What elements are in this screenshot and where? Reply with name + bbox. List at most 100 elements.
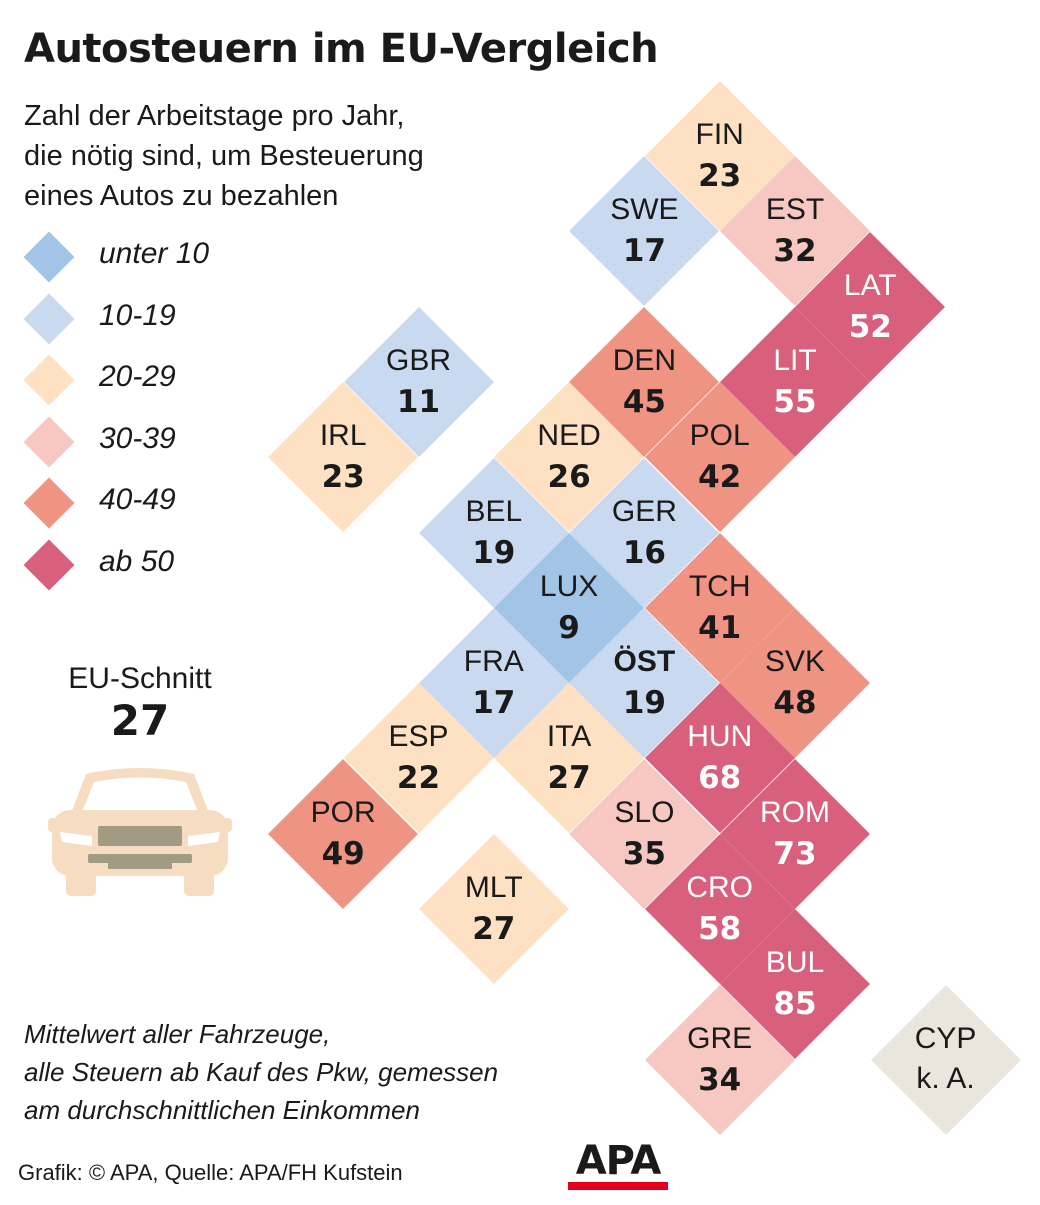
- country-code: POR: [310, 795, 376, 829]
- legend-swatch: [23, 539, 75, 590]
- country-den: DEN 45: [569, 306, 720, 457]
- country-code: ROM: [760, 795, 830, 829]
- legend-label: 10-19: [99, 298, 176, 332]
- country-value: 58: [698, 911, 742, 947]
- country-code: HUN: [687, 720, 753, 754]
- country-gre: GRE 34: [644, 984, 795, 1135]
- country-code: FRA: [463, 645, 524, 679]
- country-value: 73: [773, 835, 817, 872]
- country-irl: IRL 23: [268, 382, 419, 533]
- country-value: 9: [558, 609, 580, 646]
- country-value: k. A.: [916, 1061, 975, 1095]
- country-value: 27: [547, 760, 591, 797]
- country-value: 48: [773, 685, 817, 722]
- country-cyp: CYP k. A.: [870, 984, 1021, 1135]
- country-value: 34: [698, 1061, 742, 1098]
- country-code: GBR: [385, 343, 451, 377]
- legend-label: unter 10: [99, 237, 210, 270]
- country-code: NED: [537, 419, 601, 453]
- legend-label: 40-49: [99, 483, 176, 516]
- country-value: 19: [622, 685, 666, 722]
- country-value: 49: [321, 835, 365, 872]
- eu-average-value: 27: [110, 696, 170, 745]
- country-code: SVK: [764, 645, 826, 679]
- legend-swatch: [23, 416, 75, 467]
- country-lit: LIT 55: [720, 306, 870, 457]
- country-code: LUX: [539, 569, 599, 603]
- country-diamond: [644, 984, 795, 1135]
- country-code: FIN: [695, 118, 744, 151]
- country-code: IRL: [319, 419, 367, 453]
- legend-swatch: [23, 354, 75, 406]
- apa-logo: APA: [568, 1140, 668, 1192]
- country-fin: FIN 23: [644, 81, 795, 231]
- country-code: TCH: [688, 569, 751, 603]
- country-ita: ITA 27: [494, 683, 645, 834]
- country-code: CYP: [914, 1021, 977, 1055]
- country-code: DEN: [612, 343, 677, 377]
- country-code: SLO: [614, 795, 675, 829]
- country-diamond: [268, 382, 419, 533]
- country-diamond: [268, 758, 419, 909]
- country-value: 55: [773, 383, 817, 420]
- legend-label: 30-39: [99, 421, 176, 455]
- country-value: 26: [547, 459, 591, 496]
- country-bul: BUL 85: [720, 909, 870, 1060]
- country-value: 19: [472, 534, 516, 571]
- subtitle: Zahl der Arbeitstage pro Jahr, die nötig…: [24, 96, 424, 216]
- country-code: BUL: [765, 946, 825, 980]
- country-cro: CRO 58: [644, 834, 795, 984]
- country-mlt: MLT 27: [418, 834, 569, 984]
- country-code: BEL: [465, 494, 523, 528]
- legend-label: ab 50: [99, 544, 175, 578]
- country-lat: LAT 52: [795, 231, 946, 382]
- country-bel: BEL 19: [418, 457, 569, 608]
- country-value: 41: [698, 609, 742, 646]
- country-value: 42: [698, 459, 742, 496]
- country-code: LIT: [773, 343, 817, 377]
- country-code: SWE: [610, 193, 679, 227]
- country-por: POR 49: [268, 758, 419, 909]
- country-code: EST: [765, 193, 825, 227]
- country-diamond: [418, 834, 569, 984]
- country-code: ITA: [546, 720, 592, 754]
- country-ned: NED 26: [494, 382, 645, 533]
- subtitle-line: eines Autos zu bezahlen: [24, 180, 339, 212]
- apa-logo-text: APA: [575, 1138, 662, 1184]
- legend-label: 20-29: [99, 360, 176, 393]
- country-hun: HUN 68: [644, 683, 795, 834]
- country-est: EST 32: [720, 156, 870, 307]
- country-rom: ROM 73: [720, 758, 870, 909]
- legend-swatch: [23, 293, 75, 344]
- country-gbr: GBR 11: [343, 306, 494, 457]
- country-value: 85: [773, 986, 817, 1023]
- country-code: MLT: [464, 871, 523, 904]
- country-value: 22: [396, 760, 441, 797]
- country-value: 45: [622, 383, 666, 420]
- country-swe: SWE 17: [569, 156, 720, 307]
- legend-swatch: [23, 477, 75, 529]
- country-diamond: [569, 156, 720, 307]
- country-value: 17: [622, 233, 666, 270]
- subtitle-line: die nötig sind, um Besteuerung: [24, 140, 424, 172]
- country-code: ÖST: [613, 645, 676, 679]
- footnote-line: Mittelwert aller Fahrzeuge,: [24, 1019, 331, 1049]
- apa-logo-bar: [568, 1182, 668, 1190]
- country-slo: SLO 35: [569, 758, 720, 909]
- page-title: Autosteuern im EU-Vergleich: [24, 26, 659, 72]
- footnote-line: alle Steuern ab Kauf des Pkw, gemessen: [24, 1057, 499, 1087]
- country-value: 23: [698, 158, 742, 194]
- country-value: 32: [773, 233, 817, 270]
- country-ger: GER 16: [569, 457, 720, 608]
- country-code: LAT: [843, 268, 897, 302]
- country-pol: POL 42: [644, 382, 795, 533]
- country-value: 27: [472, 911, 516, 947]
- country-value: 35: [622, 835, 666, 872]
- country-code: POL: [689, 419, 750, 453]
- subtitle-line: Zahl der Arbeitstage pro Jahr,: [24, 100, 405, 132]
- country-code: CRO: [686, 871, 754, 904]
- country-value: 68: [698, 760, 742, 797]
- country-öst: ÖST 19: [569, 608, 720, 759]
- country-value: 16: [622, 534, 666, 571]
- country-value: 17: [472, 685, 516, 722]
